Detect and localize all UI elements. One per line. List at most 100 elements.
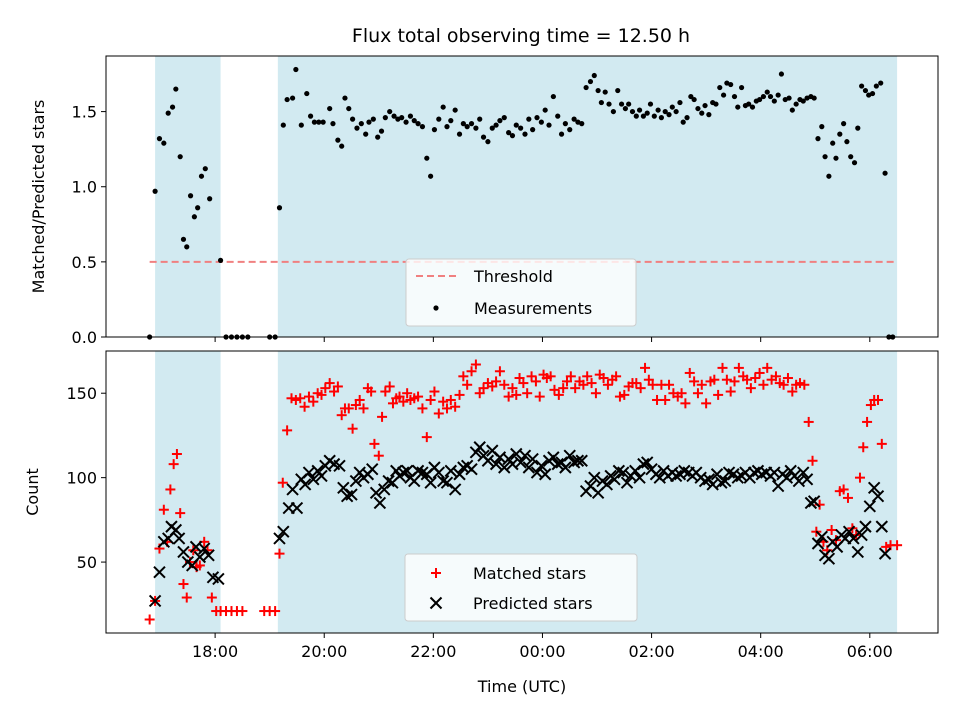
measurement-point bbox=[493, 122, 499, 128]
counts-x-tick-label: 02:00 bbox=[629, 642, 675, 661]
matched-star-point bbox=[582, 371, 593, 382]
measurement-point bbox=[587, 78, 594, 85]
measurement-point bbox=[342, 95, 348, 101]
counts-y-ticks: 50 100 150 bbox=[66, 384, 106, 572]
matched-star-point bbox=[499, 379, 510, 390]
matched-star-point bbox=[676, 388, 687, 399]
predicted-star-point bbox=[608, 473, 621, 486]
matched-star-point bbox=[522, 388, 533, 399]
matched-star-point bbox=[881, 541, 892, 552]
measurement-point bbox=[669, 104, 675, 110]
matched-star-point bbox=[709, 374, 720, 385]
matched-star-point bbox=[445, 394, 456, 405]
predicted-star-point bbox=[424, 476, 437, 489]
measurement-point bbox=[728, 81, 734, 88]
measurement-point bbox=[460, 121, 466, 127]
counts-y-tick-label: 150 bbox=[66, 384, 97, 403]
matched-star-point bbox=[530, 376, 541, 387]
predicted-star-point bbox=[436, 474, 450, 488]
predicted-star-point bbox=[498, 461, 511, 474]
legend-predicted-swatch bbox=[429, 596, 443, 610]
matched-star-point bbox=[586, 378, 597, 389]
measurement-point bbox=[436, 116, 442, 122]
measurement-point bbox=[399, 115, 405, 121]
measurement-point bbox=[198, 173, 205, 179]
measurement-point bbox=[330, 121, 336, 127]
measurement-point bbox=[640, 113, 646, 119]
measurement-point bbox=[191, 214, 197, 220]
measurement-point bbox=[456, 131, 463, 137]
measurement-point bbox=[387, 108, 393, 115]
matched-star-point bbox=[578, 379, 589, 390]
matched-star-point bbox=[854, 472, 865, 483]
matched-star-point bbox=[862, 416, 873, 427]
measurement-point bbox=[293, 66, 299, 73]
measurement-point bbox=[284, 96, 290, 103]
measurement-point bbox=[518, 125, 524, 131]
matched-star-point bbox=[299, 401, 310, 412]
matched-star-point bbox=[438, 396, 449, 407]
measurement-point bbox=[316, 119, 322, 125]
matched-star-point bbox=[689, 376, 700, 387]
measurement-point bbox=[610, 108, 616, 115]
measurement-point bbox=[366, 119, 372, 125]
matched-star-point bbox=[590, 388, 601, 399]
predicted-star-point bbox=[273, 532, 286, 545]
matched-star-point bbox=[701, 398, 712, 409]
matched-star-point bbox=[733, 362, 744, 373]
matched-star-point bbox=[336, 410, 347, 421]
matched-star-point bbox=[295, 393, 306, 404]
counts-x-tick-label: 18:00 bbox=[192, 642, 238, 661]
matched-star-point bbox=[478, 383, 489, 394]
measurement-point bbox=[878, 80, 884, 86]
matched-star-point bbox=[647, 379, 658, 390]
predicted-star-point bbox=[169, 523, 183, 537]
matched-star-point bbox=[466, 366, 477, 377]
predicted-star-point bbox=[807, 495, 821, 508]
counts-x-tick-label: 04:00 bbox=[738, 642, 784, 661]
predicted-star-point bbox=[698, 474, 712, 488]
matched-star-point bbox=[518, 378, 529, 389]
ratio-y-axis-label: Matched/Predicted stars bbox=[29, 100, 48, 294]
matched-star-point bbox=[758, 379, 769, 390]
measurement-point bbox=[622, 105, 628, 112]
measurement-point bbox=[662, 108, 668, 115]
measurement-point bbox=[280, 122, 286, 128]
ratio-y-ticks: 0.0 0.5 1.0 1.5 bbox=[72, 103, 106, 347]
predicted-star-point bbox=[571, 454, 585, 467]
matched-star-point bbox=[181, 592, 192, 603]
measurement-point bbox=[370, 116, 376, 122]
measurement-point bbox=[448, 118, 454, 124]
predicted-star-point bbox=[863, 500, 877, 513]
counts-panel: 50 100 150 18:00 20:00 22:00 00:00 02:00 04:00 0… bbox=[23, 350, 939, 696]
matched-star-point bbox=[470, 359, 481, 370]
measurement-point bbox=[717, 84, 723, 91]
measurement-point bbox=[837, 131, 843, 137]
predicted-star-point bbox=[804, 496, 818, 510]
predicted-star-point bbox=[867, 481, 881, 494]
measurement-point bbox=[571, 116, 577, 122]
predicted-star-point bbox=[620, 476, 634, 489]
measurement-point bbox=[497, 118, 503, 124]
matched-star-point bbox=[562, 376, 573, 387]
predicted-star-point bbox=[489, 457, 503, 471]
predicted-star-point bbox=[315, 469, 328, 483]
measurement-point bbox=[304, 90, 310, 97]
matched-star-point bbox=[462, 379, 473, 390]
matched-star-point bbox=[872, 394, 883, 405]
measurement-point bbox=[509, 133, 516, 139]
measurement-point bbox=[327, 105, 333, 112]
predicted-star-point bbox=[382, 474, 395, 488]
predicted-star-point bbox=[628, 464, 642, 478]
predicted-star-point bbox=[177, 545, 190, 559]
counts-y-axis-label: Count bbox=[23, 468, 42, 516]
measurement-point bbox=[666, 112, 672, 118]
measurement-point bbox=[673, 108, 679, 115]
matched-star-point bbox=[380, 386, 391, 397]
predicted-star-point bbox=[641, 456, 654, 469]
measurement-point bbox=[677, 99, 683, 106]
matched-star-point bbox=[377, 411, 388, 422]
matched-star-point bbox=[303, 391, 314, 402]
matched-star-point bbox=[320, 383, 331, 394]
